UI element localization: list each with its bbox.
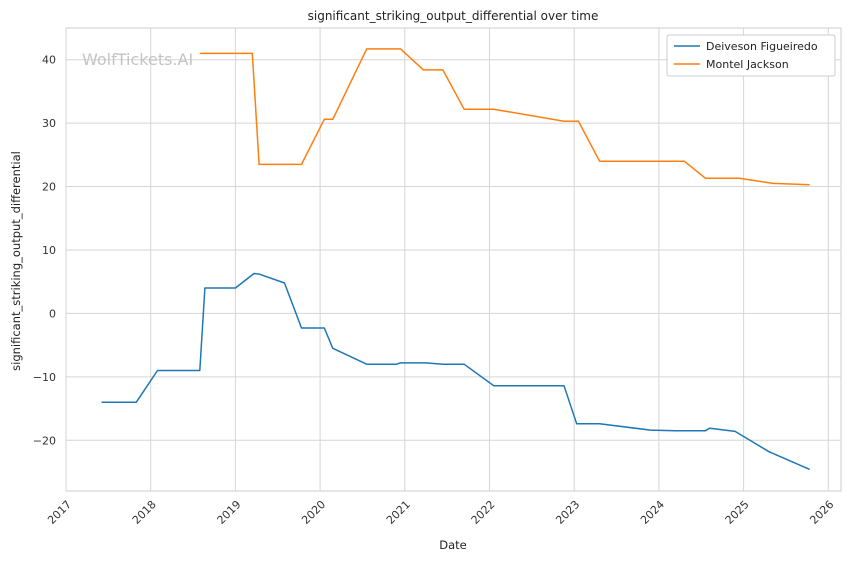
y-axis-ticks: −20 −10 0 10 20 30 40: [33, 54, 56, 448]
x-axis-title: Date: [439, 538, 467, 552]
series-line-deiveson-figueiredo: [101, 272, 810, 471]
y-tick-label: 10: [42, 244, 56, 257]
series-layer: [101, 48, 810, 471]
legend-label-montel-jackson: Montel Jackson: [706, 58, 789, 71]
grid-lines: [65, 28, 841, 491]
y-tick-label: 30: [42, 117, 56, 130]
y-tick-label: 0: [49, 307, 56, 320]
y-axis-title: significant_striking_output_differential: [9, 151, 23, 371]
y-tick-label: −20: [33, 434, 56, 447]
legend-box: [666, 34, 836, 77]
plot-area: [65, 27, 842, 492]
y-tick-label: 40: [42, 54, 56, 67]
legend: Deiveson Figueiredo Montel Jackson: [666, 34, 836, 77]
y-tick-label: −10: [33, 371, 56, 384]
legend-label-deiveson-figueiredo: Deiveson Figueiredo: [706, 40, 818, 53]
watermark-text: WolfTickets.AI: [82, 50, 193, 69]
series-line-montel-jackson: [199, 48, 810, 186]
y-tick-label: 20: [42, 181, 56, 194]
chart-title: significant_striking_output_differential…: [308, 9, 599, 23]
